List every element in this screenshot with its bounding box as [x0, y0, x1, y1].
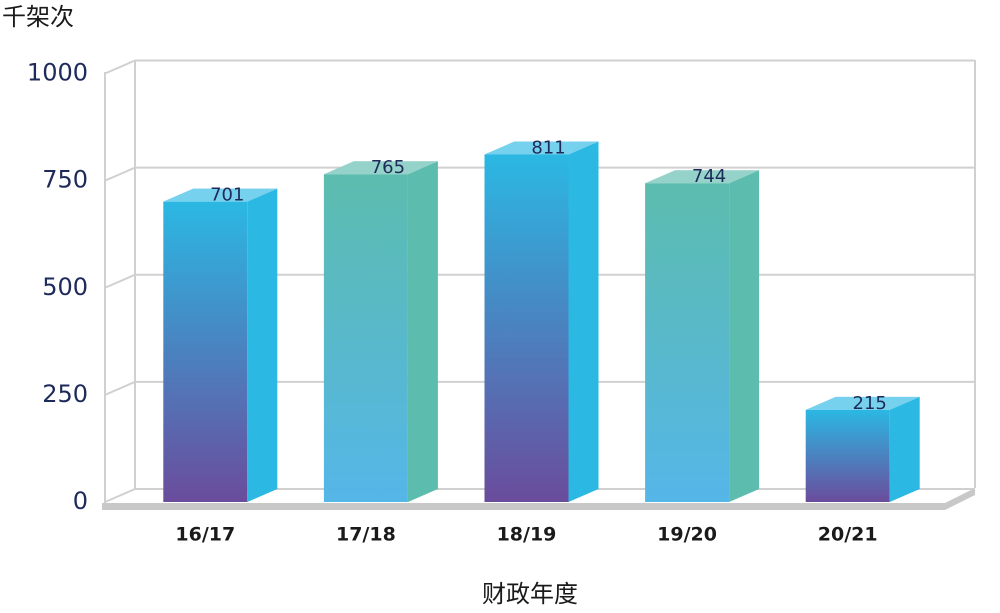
- bar-top-shade: [163, 188, 278, 202]
- bar-side: [568, 141, 599, 502]
- y-axis-title: 千架次: [2, 3, 74, 31]
- bar-side: [729, 170, 760, 503]
- bar: [805, 409, 890, 502]
- x-tick-label: 18/19: [497, 524, 557, 546]
- value-label: 744: [692, 166, 726, 187]
- y-tick-label: 750: [42, 166, 88, 194]
- bar: [484, 154, 569, 502]
- bar-top: [163, 188, 278, 202]
- bar-side: [407, 161, 438, 502]
- value-label: 811: [531, 137, 565, 158]
- x-tick-label: 20/21: [818, 524, 878, 546]
- x-tick-label: 16/17: [175, 524, 235, 546]
- y-tick-label: 1000: [27, 59, 88, 87]
- bar-top-shade: [323, 161, 438, 175]
- bar-top: [645, 170, 760, 184]
- bar-top-shade: [805, 396, 920, 410]
- x-tick-label: 17/18: [336, 524, 396, 546]
- bar-side: [247, 188, 278, 502]
- x-axis-title: 财政年度: [482, 580, 578, 608]
- bar: [323, 174, 408, 502]
- bar-side: [889, 396, 920, 502]
- grid-line: [104, 59, 975, 75]
- value-label: 765: [371, 157, 405, 178]
- grid-line: [104, 166, 975, 182]
- bar: [645, 183, 730, 503]
- bar-top-shade: [484, 141, 599, 155]
- bar: [163, 201, 248, 502]
- y-tick-label: 0: [73, 487, 88, 515]
- bar-top: [484, 141, 599, 155]
- bar-top-shade: [645, 170, 760, 184]
- value-label: 215: [853, 393, 887, 414]
- y-tick-label: 500: [42, 273, 88, 301]
- bar-top: [805, 396, 920, 410]
- x-tick-label: 19/20: [657, 524, 717, 546]
- bar-top: [323, 161, 438, 175]
- floor: [102, 488, 975, 510]
- value-label: 701: [210, 185, 244, 206]
- y-tick-label: 250: [42, 380, 88, 408]
